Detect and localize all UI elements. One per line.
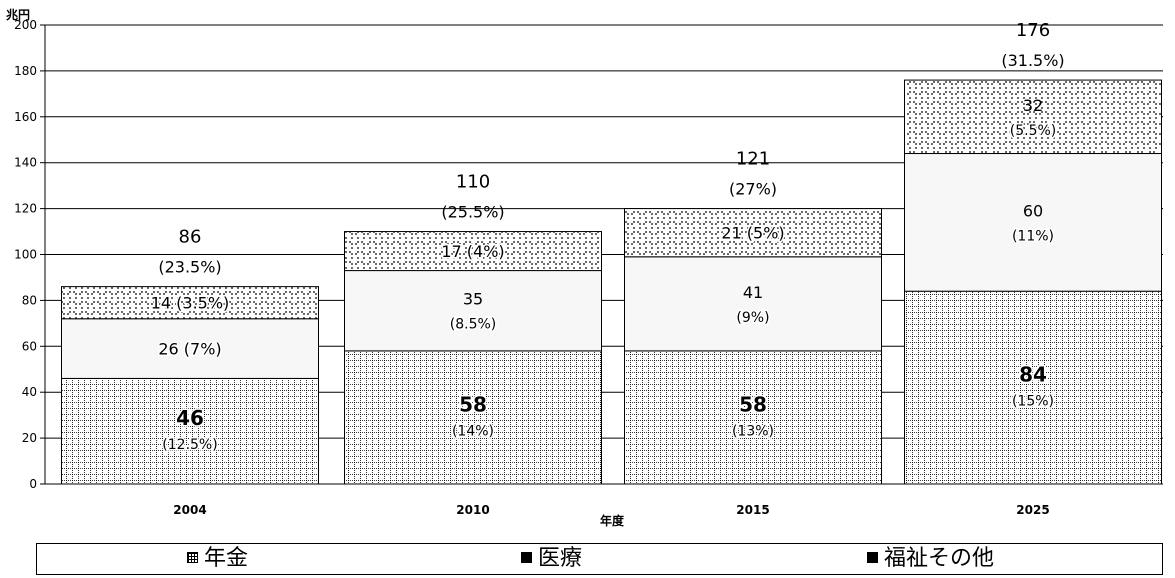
- total-label-2015: 121: [736, 149, 770, 170]
- data-label-medical-2004: 26 (7%): [158, 340, 221, 359]
- data-label-welfare-2010: 17 (4%): [441, 242, 504, 261]
- bar-medical-2010: [344, 270, 602, 352]
- x-tick-label-2015: 2015: [736, 503, 769, 517]
- pct-label-pension-2015: (13%): [732, 423, 774, 439]
- legend-item-welfare: 福祉その他: [867, 546, 994, 572]
- y-tick-label: 20: [22, 431, 37, 445]
- total-label-2010: 110: [456, 172, 490, 193]
- y-tick-label: 140: [14, 156, 37, 170]
- data-label-pension-2015: 58: [739, 392, 767, 416]
- pct-label-medical-2015: (9%): [736, 310, 769, 326]
- data-label-welfare-2015: 21 (5%): [721, 224, 784, 243]
- y-tick-label: 0: [29, 477, 37, 491]
- bar-pension-2025: [904, 290, 1162, 485]
- total-pct-label-2015: (27%): [729, 180, 777, 199]
- y-tick-label: 200: [14, 18, 37, 32]
- y-tick-label: 80: [22, 293, 37, 307]
- chart-plot: 46 (12.5%) 26 (7%) 14 (3.5%) 86 (23.5%) 58 (14%…: [6, 7, 1163, 528]
- bar-welfare-2004: [61, 286, 319, 320]
- total-pct-label-2010: (25.5%): [441, 203, 504, 222]
- y-tick-label: 180: [14, 64, 37, 78]
- legend-label-welfare: 福祉その他: [884, 546, 995, 571]
- total-label-2004: 86: [179, 227, 202, 248]
- bar-pension-2015: [624, 350, 882, 485]
- pct-label-medical-2010: (8.5%): [450, 317, 497, 333]
- data-label-pension-2010: 58: [459, 392, 487, 416]
- legend-label-medical: 医療: [538, 546, 583, 571]
- bar-pension-2010: [344, 350, 602, 485]
- data-label-medical-2015: 41: [743, 283, 763, 302]
- total-pct-label-2004: (23.5%): [158, 258, 221, 277]
- legend-item-pension: 年金: [187, 546, 248, 572]
- bar-welfare-2015: [624, 208, 882, 258]
- data-label-welfare-2004: 14 (3.5%): [151, 294, 230, 313]
- legend-label-pension: 年金: [204, 546, 249, 571]
- pct-label-medical-2025: (11%): [1012, 228, 1054, 244]
- x-tick-label-2025: 2025: [1016, 503, 1049, 517]
- x-tick-label-2004: 2004: [173, 503, 206, 517]
- y-tick-label: 100: [14, 248, 37, 262]
- pct-label-pension-2010: (14%): [452, 423, 494, 439]
- legend: 年金 医療 福祉その他: [36, 543, 1163, 575]
- bar-pension-2004: [61, 377, 319, 485]
- x-tick-label-2010: 2010: [456, 503, 489, 517]
- y-tick-label: 60: [22, 339, 37, 353]
- total-pct-label-2025: (31.5%): [1001, 51, 1064, 70]
- y-tick-label: 120: [14, 202, 37, 216]
- pct-label-welfare-2025: (5.5%): [1010, 123, 1057, 139]
- data-label-pension-2004: 46: [176, 406, 204, 430]
- pct-label-pension-2025: (15%): [1012, 394, 1054, 410]
- legend-item-medical: 医療: [521, 546, 582, 572]
- data-label-welfare-2025: 32: [1023, 96, 1043, 115]
- total-label-2025: 176: [1016, 20, 1050, 41]
- welfare-swatch-icon: [867, 551, 878, 563]
- bar-welfare-2025: [904, 79, 1162, 155]
- pct-label-pension-2004: (12.5%): [162, 437, 217, 453]
- bar-medical-2015: [624, 256, 882, 352]
- x-axis-title: 年度: [600, 513, 625, 528]
- bar-medical-2025: [904, 153, 1162, 292]
- medical-swatch-icon: [521, 551, 532, 563]
- data-label-medical-2010: 35: [463, 290, 483, 309]
- y-tick-label: 40: [22, 385, 37, 399]
- bar-welfare-2010: [344, 231, 602, 272]
- pension-swatch-icon: [187, 551, 198, 563]
- data-label-pension-2025: 84: [1019, 363, 1047, 387]
- y-tick-label: 160: [14, 110, 37, 124]
- y-unit-label: 兆円: [6, 7, 30, 22]
- data-label-medical-2025: 60: [1023, 201, 1043, 220]
